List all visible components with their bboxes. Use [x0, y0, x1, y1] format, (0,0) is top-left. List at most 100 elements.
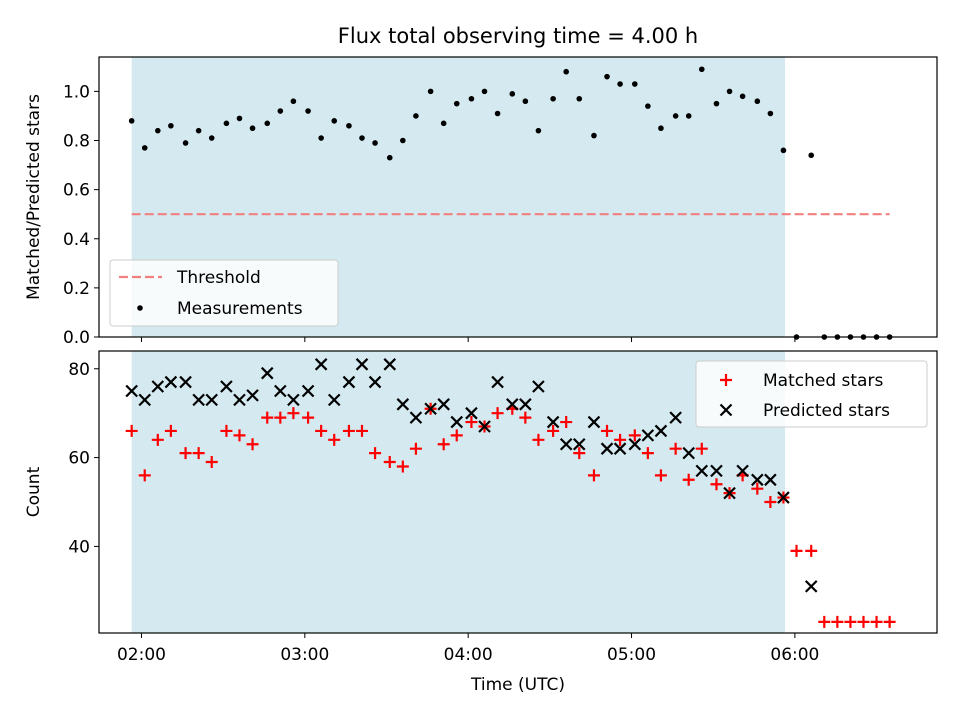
- matched-marker: [369, 447, 382, 460]
- matched-marker: [547, 424, 560, 437]
- matched-marker: [805, 544, 818, 557]
- predicted-marker: [355, 358, 369, 371]
- matched-marker: [601, 424, 614, 437]
- predicted-marker: [465, 406, 478, 420]
- matched-marker: [437, 438, 450, 451]
- measurement-point: [168, 122, 174, 129]
- measurement-point: [141, 145, 148, 151]
- observing-window: [131, 351, 786, 633]
- matched-marker: [491, 407, 504, 420]
- predicted-marker: [450, 415, 464, 429]
- predicted-marker: [710, 464, 723, 478]
- predicted-marker: [506, 398, 519, 411]
- predicted-marker: [519, 398, 532, 411]
- matched-marker: [720, 374, 732, 386]
- measurement-point: [808, 152, 815, 159]
- matched-marker: [628, 429, 641, 442]
- legend-measurements-swatch: [137, 305, 143, 311]
- measurement-point: [754, 98, 761, 105]
- measurement-point: [780, 147, 787, 154]
- matched-marker: [179, 447, 192, 460]
- measurement-point: [372, 140, 378, 146]
- y-tick-label: 40: [68, 537, 90, 557]
- predicted-marker: [260, 366, 274, 380]
- measurement-point: [468, 95, 475, 102]
- measurement-point: [182, 140, 189, 146]
- matched-marker: [205, 456, 218, 469]
- measurement-point: [331, 118, 338, 124]
- matched-marker: [710, 478, 723, 491]
- y-tick-label: 0.2: [63, 279, 90, 299]
- predicted-marker: [192, 393, 205, 407]
- measurement-point: [453, 100, 460, 107]
- predicted-marker: [327, 393, 341, 407]
- measurement-point: [591, 132, 597, 139]
- chart-title: Flux total observing time = 4.00 h: [338, 24, 698, 48]
- measurement-point: [359, 135, 365, 141]
- measurement-point: [658, 125, 664, 132]
- y-axis-label: Matched/Predicted stars: [24, 94, 44, 300]
- predicted-marker: [736, 464, 749, 478]
- matched-marker: [870, 615, 883, 628]
- matched-marker: [233, 429, 246, 442]
- measurement-point: [223, 120, 230, 127]
- measurement-point: [550, 95, 556, 102]
- measurement-point: [413, 113, 419, 119]
- y-axis-label: Count: [24, 466, 44, 517]
- predicted-marker: [246, 389, 259, 402]
- matched-marker: [532, 433, 545, 446]
- predicted-marker: [777, 491, 790, 504]
- matched-marker: [883, 615, 896, 628]
- predicted-marker: [613, 442, 627, 455]
- predicted-marker: [409, 411, 423, 424]
- bottom-panel: 40 60 80 02:00 03:00 04:00 05:00 06:00 Count Matc…: [24, 350, 938, 665]
- predicted-marker: [751, 473, 764, 487]
- matched-marker: [342, 424, 355, 437]
- predicted-marker: [764, 473, 777, 487]
- matched-marker: [669, 442, 682, 455]
- plot-frame: [98, 350, 938, 634]
- matched-marker: [831, 615, 844, 628]
- predicted-marker: [301, 384, 315, 398]
- legend-predicted-label: Predicted stars: [763, 401, 890, 421]
- matched-marker: [857, 615, 870, 628]
- predicted-marker: [205, 393, 218, 407]
- predicted-marker: [138, 393, 152, 407]
- measurement-point: [576, 95, 583, 102]
- measurement-point: [195, 127, 202, 134]
- y-tick-label: 1.0: [63, 82, 90, 102]
- predicted-marker: [478, 420, 491, 433]
- matched-marker: [560, 416, 573, 429]
- predicted-marker: [587, 415, 601, 429]
- measurement-point: [726, 88, 733, 95]
- matched-marker: [274, 411, 287, 424]
- matched-marker: [409, 442, 422, 455]
- matched-marker: [519, 411, 532, 424]
- y-tick-label: 0.0: [63, 328, 90, 348]
- measurement-point: [645, 103, 651, 109]
- matched-marker: [844, 615, 857, 628]
- predicted-marker: [396, 398, 410, 411]
- measurement-point: [318, 135, 324, 141]
- measurement-point: [713, 100, 720, 107]
- matched-marker: [695, 442, 708, 455]
- x-tick-label: 04:00: [444, 645, 493, 665]
- measurement-point: [767, 110, 774, 117]
- matched-marker: [192, 447, 205, 460]
- predicted-marker: [719, 403, 733, 417]
- x-tick-label: 06:00: [770, 645, 819, 665]
- matched-marker: [818, 615, 831, 628]
- predicted-marker: [669, 411, 682, 424]
- measurement-point: [346, 122, 352, 129]
- matched-marker: [164, 424, 177, 437]
- matched-marker: [287, 407, 300, 420]
- measurement-point: [386, 154, 393, 161]
- predicted-marker: [682, 446, 695, 460]
- legend-box: [109, 259, 339, 327]
- measurement-point: [535, 127, 542, 134]
- measurement-point: [617, 81, 623, 87]
- measurement-point: [128, 118, 135, 124]
- predicted-marker: [723, 486, 736, 500]
- y-tick-label: 60: [68, 449, 90, 469]
- predicted-marker: [654, 424, 668, 438]
